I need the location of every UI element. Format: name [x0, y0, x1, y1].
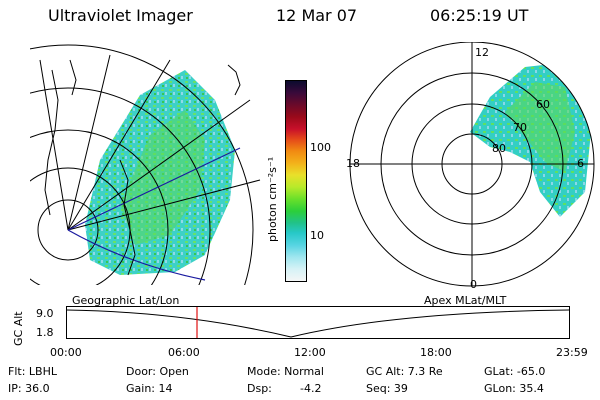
timeline-ytick-1-8: 1.8	[36, 326, 54, 339]
door-readout: Door: Open	[126, 365, 189, 378]
mlt-label-18: 18	[346, 157, 360, 170]
timeline-ytick-9: 9.0	[36, 307, 54, 320]
colorbar-tick-100: 100	[310, 141, 331, 154]
altitude-curve	[66, 309, 570, 338]
seq-readout: Seq: 39	[366, 382, 408, 395]
apex-label: Apex MLat/MLT	[424, 294, 507, 307]
dsp-value: -4.2	[300, 382, 322, 395]
mlat-label-70: 70	[513, 121, 527, 134]
mlat-label-60: 60	[536, 98, 550, 111]
colorbar	[285, 80, 307, 282]
time-label: 06:25:19 UT	[430, 6, 529, 25]
mode-readout: Mode: Normal	[247, 365, 324, 378]
glon-readout: GLon: 35.4	[484, 382, 544, 395]
gc-alt-readout: GC Alt: 7.3 Re	[366, 365, 443, 378]
timeline-xtick-0000: 00:00	[50, 346, 82, 359]
timeline-xtick-0600: 06:00	[168, 346, 200, 359]
colorbar-tick-10: 10	[310, 229, 324, 242]
app-title: Ultraviolet Imager	[48, 6, 193, 25]
ip-readout: IP: 36.0	[8, 382, 50, 395]
mlt-label-12: 12	[475, 46, 489, 59]
gain-readout: Gain: 14	[126, 382, 173, 395]
date-label: 12 Mar 07	[276, 6, 358, 25]
timeline-xtick-1200: 12:00	[294, 346, 326, 359]
colorbar-unit-label: photon cm⁻²s⁻¹	[266, 156, 279, 242]
mlat-label-80: 80	[492, 142, 506, 155]
glat-readout: GLat: -65.0	[484, 365, 546, 378]
altitude-timeline	[66, 306, 570, 339]
timeline-xtick-2359: 23:59	[556, 346, 588, 359]
mlt-label-6: 6	[577, 157, 584, 170]
apex-polar-map	[349, 42, 595, 287]
geographic-map	[30, 44, 261, 285]
timeline-xtick-1800: 18:00	[420, 346, 452, 359]
filter-readout: Flt: LBHL	[8, 365, 57, 378]
timeline-axis-title: GC Alt	[12, 311, 25, 346]
dsp-label: Dsp:	[247, 382, 272, 395]
mlt-label-0: 0	[470, 278, 477, 291]
geographic-label: Geographic Lat/Lon	[72, 294, 180, 307]
